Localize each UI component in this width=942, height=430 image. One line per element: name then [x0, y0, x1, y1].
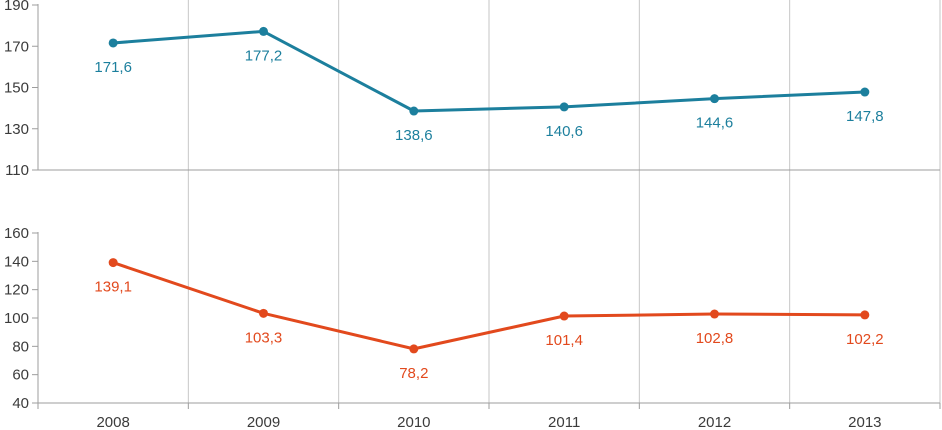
y-tick-label: 100: [4, 310, 29, 327]
x-tick-label: 2012: [698, 414, 731, 430]
x-tick-label: 2011: [548, 414, 580, 430]
data-point-label: 139,1: [94, 279, 132, 296]
y-tick-label: 40: [12, 395, 29, 412]
data-point-label: 140,6: [545, 123, 583, 140]
y-tick-label: 120: [4, 282, 29, 299]
y-tick-label: 60: [12, 367, 29, 384]
data-point-marker: [259, 308, 268, 318]
data-point-label: 177,2: [245, 47, 283, 64]
data-point-label: 78,2: [399, 365, 428, 382]
data-point-label: 144,6: [696, 115, 734, 132]
y-tick-label: 110: [5, 162, 29, 179]
data-point-marker: [259, 26, 268, 36]
x-tick-label: 2010: [397, 414, 430, 430]
data-point-label: 103,3: [245, 329, 283, 346]
y-tick-label: 140: [4, 253, 29, 270]
data-point-label: 138,6: [395, 127, 433, 144]
y-tick-label: 170: [4, 38, 29, 55]
data-point-marker: [860, 87, 870, 97]
data-point-label: 101,4: [545, 332, 583, 349]
data-point-marker: [860, 310, 870, 320]
data-point-marker: [108, 38, 118, 48]
data-point-label: 171,6: [94, 59, 132, 76]
series-line-lower-series: [111, 261, 867, 351]
data-point-label: 102,8: [696, 330, 734, 347]
data-point-label: 147,8: [846, 108, 884, 125]
data-point-marker: [409, 344, 419, 354]
x-tick-label: 2009: [247, 414, 280, 430]
data-point-marker: [559, 102, 569, 112]
data-point-marker: [108, 258, 118, 268]
y-tick-label: 80: [12, 338, 29, 355]
data-point-marker: [710, 309, 719, 319]
y-tick-label: 160: [4, 225, 29, 242]
y-tick-label: 150: [4, 80, 29, 97]
x-tick-label: 2008: [96, 414, 129, 430]
y-tick-label: 130: [4, 121, 29, 138]
y-tick-label: 190: [4, 0, 29, 14]
x-tick-label: 2013: [848, 414, 881, 430]
data-point-label: 102,2: [846, 331, 884, 348]
series-line-upper-series: [111, 29, 867, 113]
data-point-marker: [710, 94, 719, 104]
data-point-marker: [559, 311, 569, 321]
data-point-marker: [409, 106, 419, 116]
